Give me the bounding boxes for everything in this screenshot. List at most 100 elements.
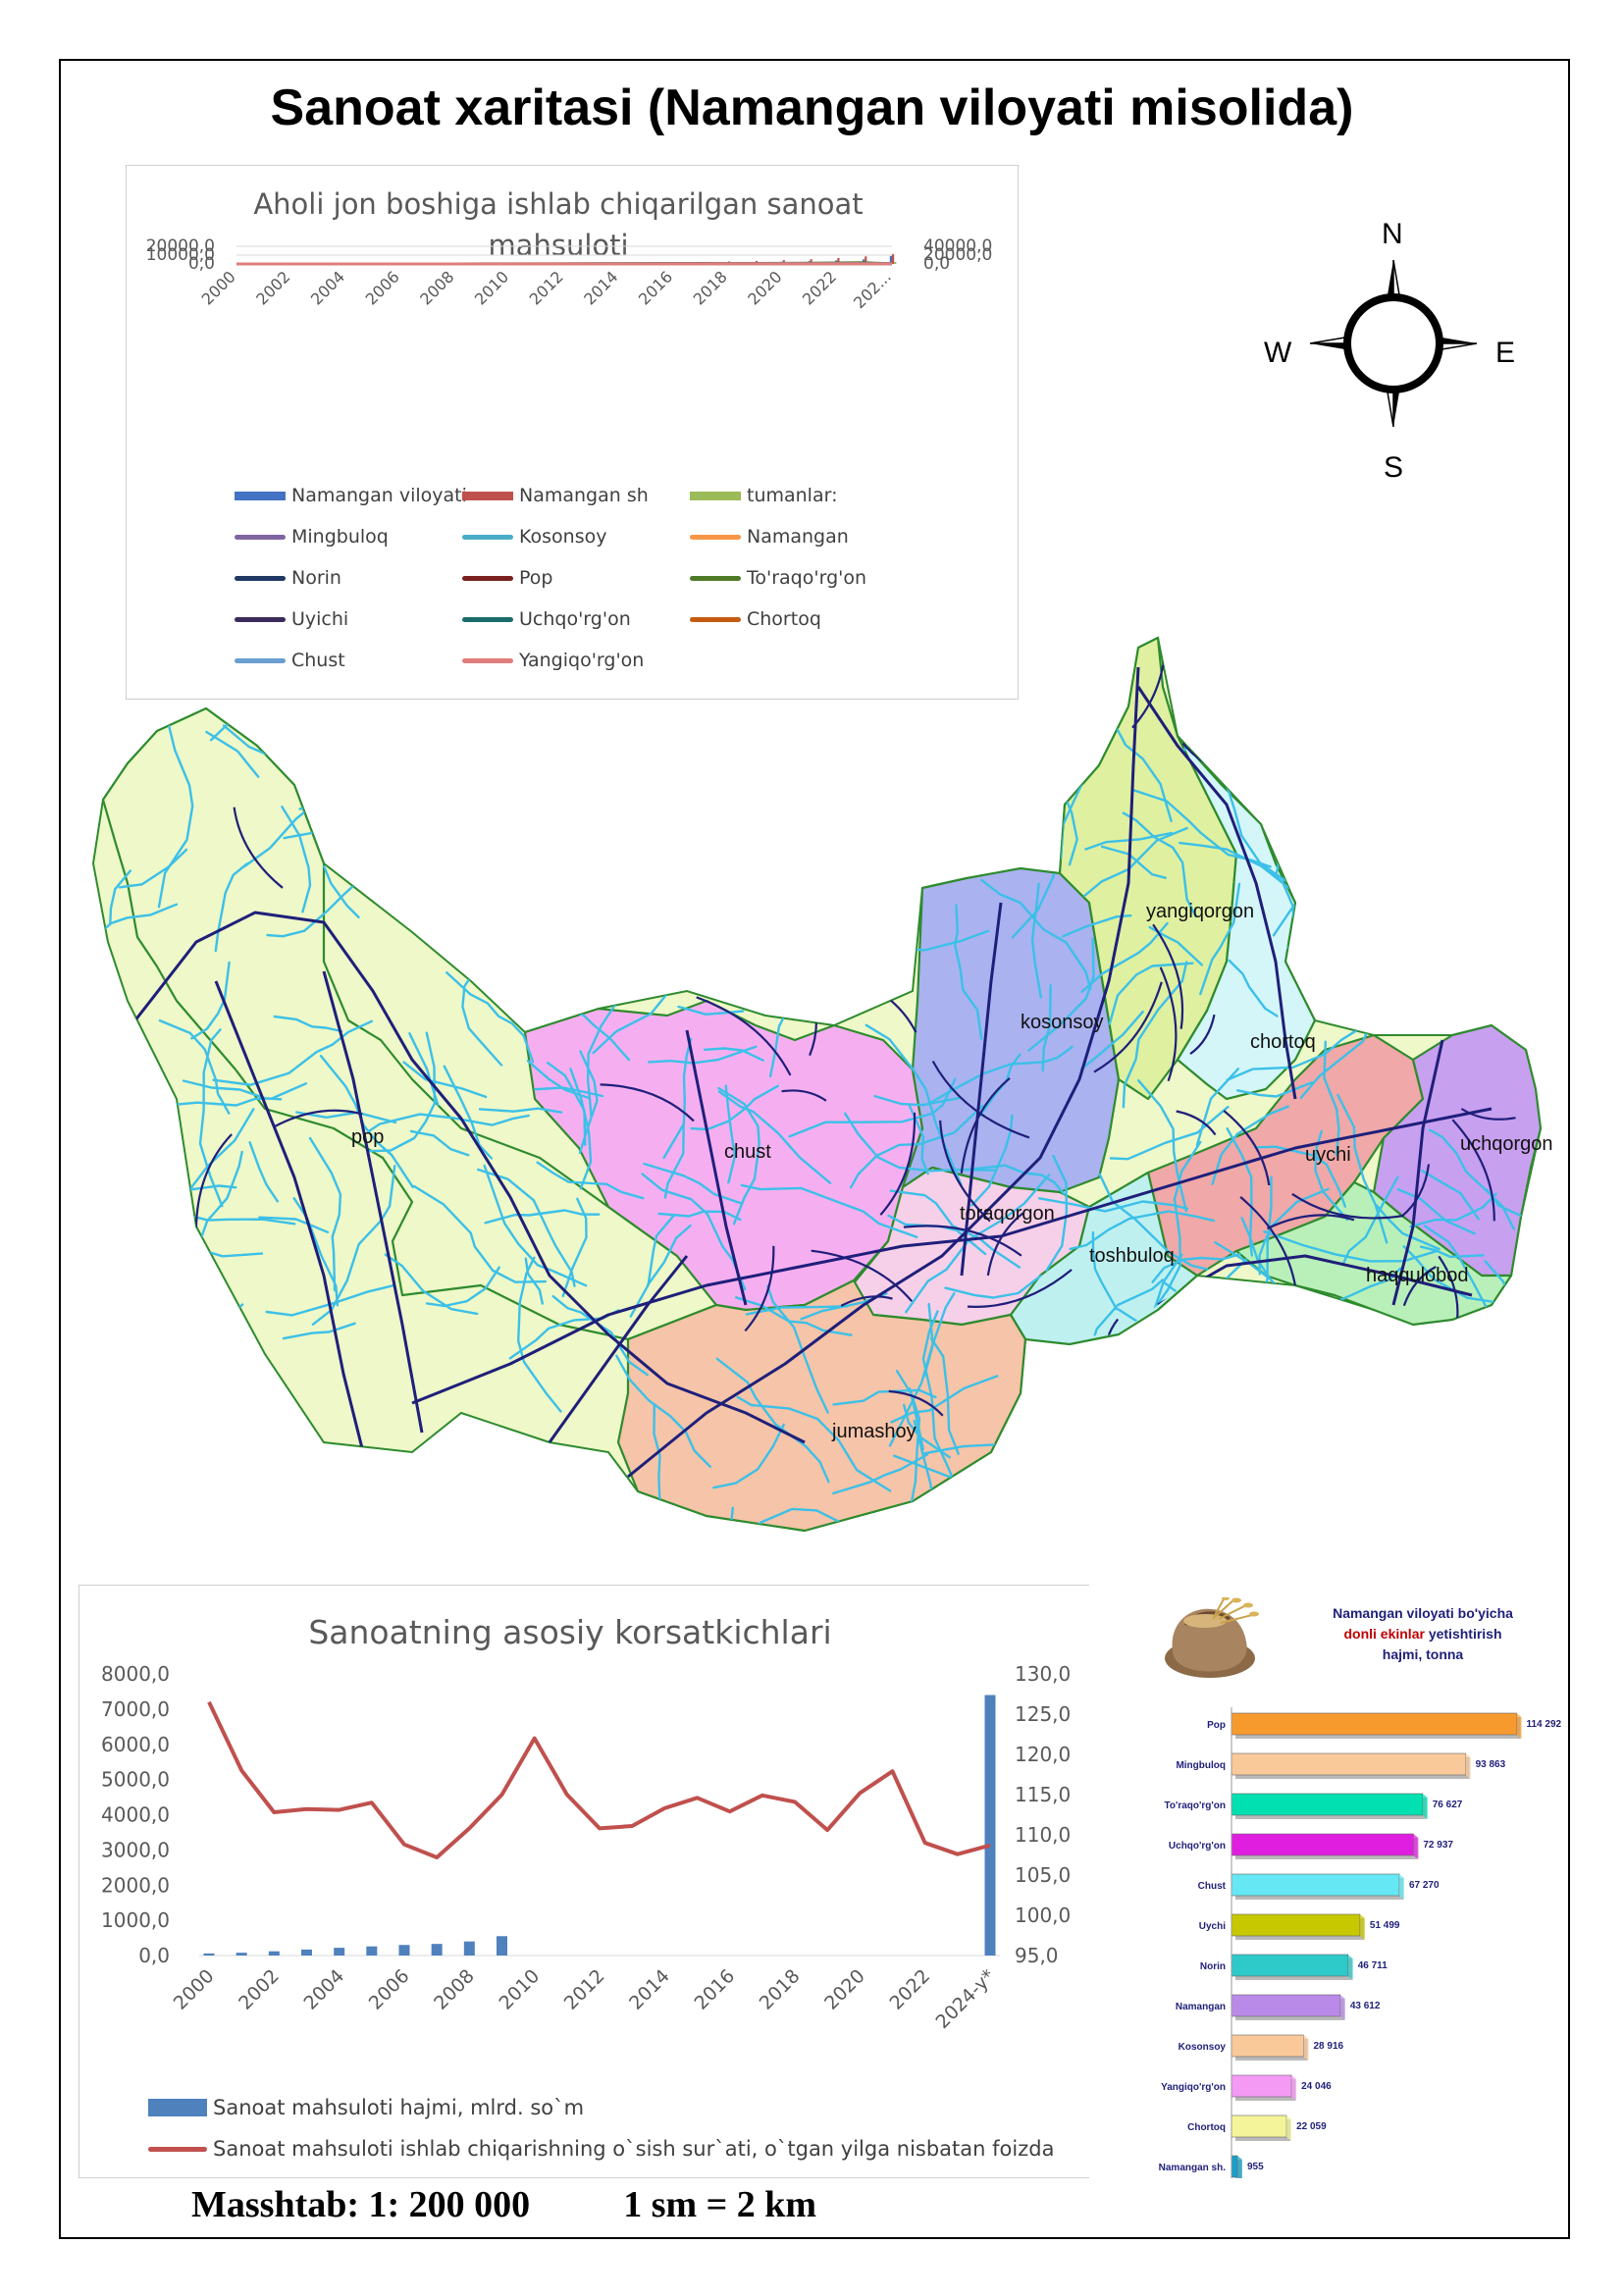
volume-bar: [497, 1936, 507, 1956]
top-bar: [810, 259, 812, 264]
scale-equivalence: 1 sm = 2 km: [623, 2184, 817, 2225]
top-y-right-tick: 40000,0: [923, 236, 992, 256]
top-y-right-tick: 20000,0: [923, 245, 992, 265]
legend-item: Kosonsoy: [462, 526, 606, 548]
grain-value-label: 93 863: [1476, 1759, 1506, 1770]
per-capita-chart: Aholi jon boshiga ishlab chiqarilgan san…: [126, 165, 1019, 700]
legend-item: Uchqo'rg'on: [462, 608, 631, 630]
district-label-jumashoy: jumashoy: [831, 1421, 917, 1442]
industry-indicators-plot: 8000,0 7000,0 6000,0 5000,0 4000,0 3000,0 2000…: [101, 1662, 1071, 2033]
bottom-x-tick: 2004: [299, 1965, 348, 2014]
grain-bar-side: [1303, 2035, 1309, 2061]
bottom-x-tick: 2018: [756, 1965, 805, 2014]
top-x-tick: 2014: [580, 267, 621, 308]
volume-bar: [268, 1951, 280, 1956]
grain-chart-title: Namangan viloyati bo'yicha donli ekinlar…: [1333, 1605, 1513, 1662]
grain-value-label: 46 711: [1358, 1960, 1388, 1971]
district-label-kosonsoy: kosonsoy: [1021, 1012, 1104, 1033]
grain-category-label: Mingbuloq: [1176, 1760, 1226, 1771]
district-label-haqqulobod: haqqulobod: [1366, 1265, 1469, 1286]
bottom-x-tick: 2016: [690, 1965, 739, 2014]
top-x-tick: 202...: [850, 267, 895, 312]
top-x-tick: 2012: [526, 267, 567, 308]
legend-item: To'raqo'rg'on: [690, 567, 866, 589]
bottom-x-tick: 2014: [625, 1965, 674, 2014]
volume-bar: [236, 1953, 247, 1956]
bottom-y-right-tick: 130,0: [1015, 1662, 1071, 1686]
grain-bar: [1231, 1793, 1424, 1816]
grain-bar: [1231, 2074, 1292, 2098]
grain-category-label: Kosonsoy: [1179, 2042, 1227, 2053]
grain-bar-chart: Pop 114 292 Mingbuloq 93 863 To'raqo'rg'on 76…: [1159, 1707, 1562, 2178]
grain-bar-side: [1359, 1914, 1365, 1940]
grain-bar-side: [1422, 1794, 1428, 1819]
legend-item: Chust: [235, 650, 345, 671]
grain-bar: [1231, 2114, 1287, 2138]
top-x-tick: 2022: [799, 267, 840, 308]
legend-item: Pop: [462, 567, 552, 589]
grain-value-label: 955: [1247, 2162, 1264, 2172]
industry-indicators-title: Sanoatning asosiy korsatkichlari: [308, 1613, 832, 1651]
top-x-tick: 2008: [416, 267, 457, 308]
volume-bar: [463, 1941, 475, 1956]
grain-category-label: Chortoq: [1187, 2122, 1226, 2133]
grain-bar-side: [1339, 1995, 1345, 2020]
top-bar: [892, 254, 895, 264]
bottom-y-left-tick: 1000,0: [101, 1908, 170, 1932]
compass-s: S: [1384, 451, 1404, 484]
bottom-x-tick: 2012: [560, 1965, 609, 2014]
grain-bar: [1231, 1752, 1466, 1776]
compass-n: N: [1382, 218, 1403, 250]
top-x-tick: 2010: [471, 267, 512, 308]
grain-bar: [1231, 1954, 1349, 1977]
district-label-uchqorgon: uchqorgon: [1460, 1133, 1553, 1155]
bottom-x-tick: 2022: [885, 1965, 934, 2014]
grain-value-label: 72 937: [1423, 1840, 1453, 1851]
top-bar: [894, 262, 897, 264]
grain-bar: [1231, 1994, 1341, 2017]
legend-item-volume: Sanoat mahsuloti hajmi, mlrd. so`m: [148, 2096, 584, 2119]
bottom-x-tick: 2002: [235, 1965, 284, 2014]
volume-bar: [398, 1945, 410, 1956]
top-x-tick: 2018: [690, 267, 731, 308]
legend-item: tumanlar:: [690, 485, 838, 506]
district-label-yangiqorgon: yangiqorgon: [1146, 901, 1254, 922]
grain-bar-side: [1398, 1874, 1404, 1900]
grain-bar-side: [1465, 1753, 1471, 1779]
grain-category-label: Chust: [1198, 1881, 1227, 1892]
grain-category-label: Namangan sh.: [1159, 2163, 1227, 2173]
bottom-x-tick: 2008: [430, 1965, 479, 2014]
volume-bar: [984, 1695, 996, 1956]
volume-bar: [334, 1948, 345, 1956]
compass-rose-icon: [1309, 259, 1478, 428]
district-map[interactable]: pop chust kosonsoy yangiqorgon chortoq toraqo…: [79, 618, 1570, 1590]
bottom-y-right-tick: 100,0: [1015, 1904, 1071, 1927]
grain-value-label: 28 916: [1313, 2041, 1343, 2052]
top-bar: [864, 256, 867, 264]
top-y-right-tick: 0,0: [923, 254, 950, 274]
top-x-tick: 2004: [307, 267, 348, 308]
growth-line: [207, 1700, 991, 1859]
top-y-left-tick: 0,0: [188, 254, 215, 274]
bottom-y-right-tick: 125,0: [1015, 1702, 1071, 1726]
grain-value-label: 22 059: [1296, 2121, 1327, 2132]
grain-value-label: 24 046: [1301, 2081, 1332, 2092]
top-y-left-tick: 10000,0: [146, 245, 215, 265]
bottom-y-left-tick: 8000,0: [101, 1662, 170, 1686]
grain-category-label: Namangan: [1176, 2002, 1226, 2012]
bottom-y-right-tick: 105,0: [1015, 1863, 1071, 1887]
top-x-tick: 2002: [252, 267, 293, 308]
bottom-x-tick: 2000: [170, 1965, 219, 2014]
grain-bar-side: [1347, 1955, 1353, 1980]
bottom-y-left-tick: 6000,0: [101, 1733, 170, 1756]
grain-bar: [1231, 1833, 1414, 1856]
top-x-tick: 2016: [635, 267, 676, 308]
legend-item: Namangan: [690, 526, 849, 548]
grain-bar-side: [1237, 2156, 1242, 2178]
district-label-pop: pop: [351, 1126, 384, 1148]
per-capita-legend: Namangan viloyati Namangan sh tumanlar: Min…: [235, 485, 1000, 691]
grain-category-label: To'raqo'rg'on: [1165, 1800, 1227, 1811]
legend-item: Namangan viloyati: [235, 485, 467, 506]
legend-item: Uyichi: [235, 608, 348, 630]
district-label-uychi: uychi: [1305, 1144, 1351, 1166]
